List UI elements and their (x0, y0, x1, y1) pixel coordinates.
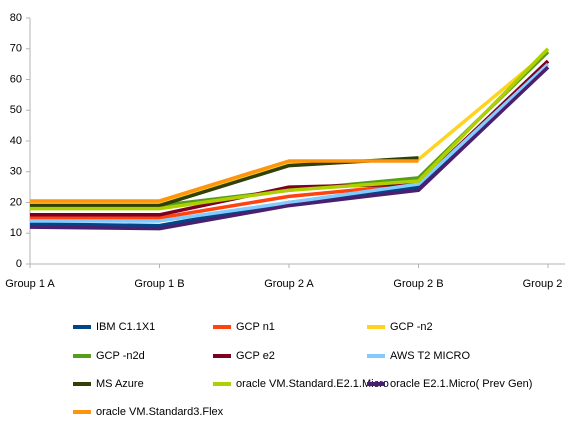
legend-label: AWS T2 MICRO (390, 350, 471, 362)
legend-label: oracle VM.Standard3.Flex (96, 406, 224, 418)
y-tick-label: 20 (10, 196, 22, 208)
legend-label: GCP -n2d (96, 350, 145, 362)
legend-label: GCP e2 (236, 350, 275, 362)
legend-label: oracle E2.1.Micro( Prev Gen) (390, 378, 532, 390)
series-line (30, 62, 550, 223)
y-tick-label: 40 (10, 135, 22, 147)
legend-label: GCP -n2 (390, 321, 433, 333)
series-line (30, 47, 550, 211)
y-tick-label: 50 (10, 104, 22, 116)
x-tick-label: Group 1 B (134, 278, 184, 290)
y-tick-label: 70 (10, 43, 22, 55)
y-tick-label: 60 (10, 73, 22, 85)
y-tick-label: 30 (10, 166, 22, 178)
x-tick-label: Group 1 A (5, 278, 55, 290)
legend-label: IBM C1.1X1 (96, 321, 155, 333)
x-tick-label: Group 2 C (523, 278, 565, 290)
legend-label: GCP n1 (236, 321, 275, 333)
x-tick-label: Group 2 A (264, 278, 314, 290)
x-tick-label: Group 2 B (393, 278, 443, 290)
legend-label: MS Azure (96, 378, 144, 390)
y-tick-label: 10 (10, 227, 22, 239)
y-tick-label: 80 (10, 12, 22, 24)
series-line (30, 159, 419, 203)
series-line (29, 65, 550, 231)
y-tick-label: 0 (16, 258, 22, 270)
legend-label: oracle VM.Standard.E2.1.Micro (236, 378, 389, 390)
